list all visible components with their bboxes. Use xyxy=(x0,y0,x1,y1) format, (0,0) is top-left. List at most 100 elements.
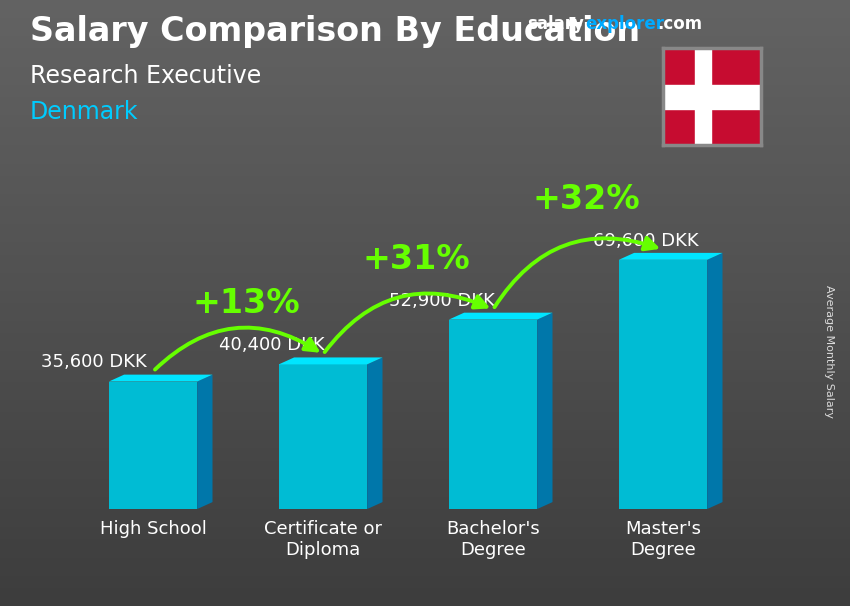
Bar xyxy=(0,236,850,242)
Bar xyxy=(0,133,850,139)
Bar xyxy=(0,564,850,570)
Bar xyxy=(0,491,850,497)
Bar xyxy=(0,248,850,255)
Bar xyxy=(0,91,850,97)
Bar xyxy=(663,85,761,108)
Text: Research Executive: Research Executive xyxy=(30,64,261,88)
Bar xyxy=(0,164,850,170)
Bar xyxy=(0,152,850,158)
Polygon shape xyxy=(449,313,552,319)
Bar xyxy=(0,412,850,418)
Bar xyxy=(0,255,850,261)
Bar xyxy=(0,36,850,42)
Bar xyxy=(0,400,850,406)
Bar xyxy=(0,388,850,394)
Bar xyxy=(0,539,850,545)
Text: 52,900 DKK: 52,900 DKK xyxy=(389,291,495,310)
Bar xyxy=(0,442,850,448)
Bar xyxy=(0,370,850,376)
Bar xyxy=(0,139,850,145)
Bar xyxy=(0,303,850,309)
Bar xyxy=(0,545,850,551)
Bar xyxy=(0,570,850,576)
Text: 40,400 DKK: 40,400 DKK xyxy=(219,336,325,355)
Bar xyxy=(0,121,850,127)
Polygon shape xyxy=(197,375,212,509)
Polygon shape xyxy=(367,358,382,509)
Bar xyxy=(0,339,850,345)
Bar xyxy=(0,576,850,582)
Bar xyxy=(0,515,850,521)
Bar xyxy=(0,79,850,85)
Bar xyxy=(0,230,850,236)
Text: +31%: +31% xyxy=(363,242,470,276)
Bar xyxy=(0,558,850,564)
Bar xyxy=(0,170,850,176)
Polygon shape xyxy=(109,375,212,382)
Bar xyxy=(0,12,850,18)
Bar xyxy=(0,497,850,503)
Bar xyxy=(0,364,850,370)
Bar xyxy=(0,582,850,588)
Bar xyxy=(0,485,850,491)
Bar xyxy=(0,358,850,364)
Bar xyxy=(0,30,850,36)
Text: Average Monthly Salary: Average Monthly Salary xyxy=(824,285,834,418)
Bar xyxy=(0,479,850,485)
Bar xyxy=(0,273,850,279)
Polygon shape xyxy=(279,358,382,364)
Polygon shape xyxy=(537,313,553,509)
Bar xyxy=(0,67,850,73)
Bar xyxy=(0,103,850,109)
Bar xyxy=(0,115,850,121)
Bar xyxy=(0,503,850,509)
Bar xyxy=(0,309,850,315)
Bar xyxy=(0,85,850,91)
Bar xyxy=(0,533,850,539)
Bar xyxy=(0,394,850,400)
Bar xyxy=(0,527,850,533)
Bar xyxy=(0,176,850,182)
Bar xyxy=(0,600,850,606)
Bar xyxy=(0,448,850,454)
Bar xyxy=(0,382,850,388)
Text: Salary Comparison By Education: Salary Comparison By Education xyxy=(30,15,640,48)
Bar xyxy=(0,285,850,291)
Bar xyxy=(0,200,850,206)
Bar xyxy=(0,333,850,339)
Bar xyxy=(0,73,850,79)
Bar xyxy=(0,461,850,467)
Text: +13%: +13% xyxy=(193,287,300,321)
Bar xyxy=(0,6,850,12)
Bar xyxy=(0,42,850,48)
Bar xyxy=(0,473,850,479)
Polygon shape xyxy=(707,253,722,509)
Text: explorer: explorer xyxy=(585,15,664,33)
Bar xyxy=(0,0,850,6)
Bar xyxy=(0,588,850,594)
Text: 35,600 DKK: 35,600 DKK xyxy=(41,353,146,371)
Bar xyxy=(0,521,850,527)
Text: salary: salary xyxy=(527,15,584,33)
Bar xyxy=(0,97,850,103)
Bar xyxy=(0,315,850,321)
Bar xyxy=(0,206,850,212)
Bar xyxy=(0,224,850,230)
Bar xyxy=(0,158,850,164)
Bar xyxy=(619,260,707,509)
Bar xyxy=(0,212,850,218)
Bar xyxy=(695,48,711,145)
Bar xyxy=(0,436,850,442)
Bar xyxy=(0,467,850,473)
Bar xyxy=(0,242,850,248)
Text: +32%: +32% xyxy=(533,183,640,216)
Bar xyxy=(0,279,850,285)
Bar xyxy=(0,55,850,61)
Bar xyxy=(0,376,850,382)
Bar xyxy=(0,406,850,412)
Bar xyxy=(0,188,850,194)
Bar xyxy=(0,267,850,273)
Bar xyxy=(0,321,850,327)
Bar xyxy=(0,291,850,297)
Bar xyxy=(0,509,850,515)
